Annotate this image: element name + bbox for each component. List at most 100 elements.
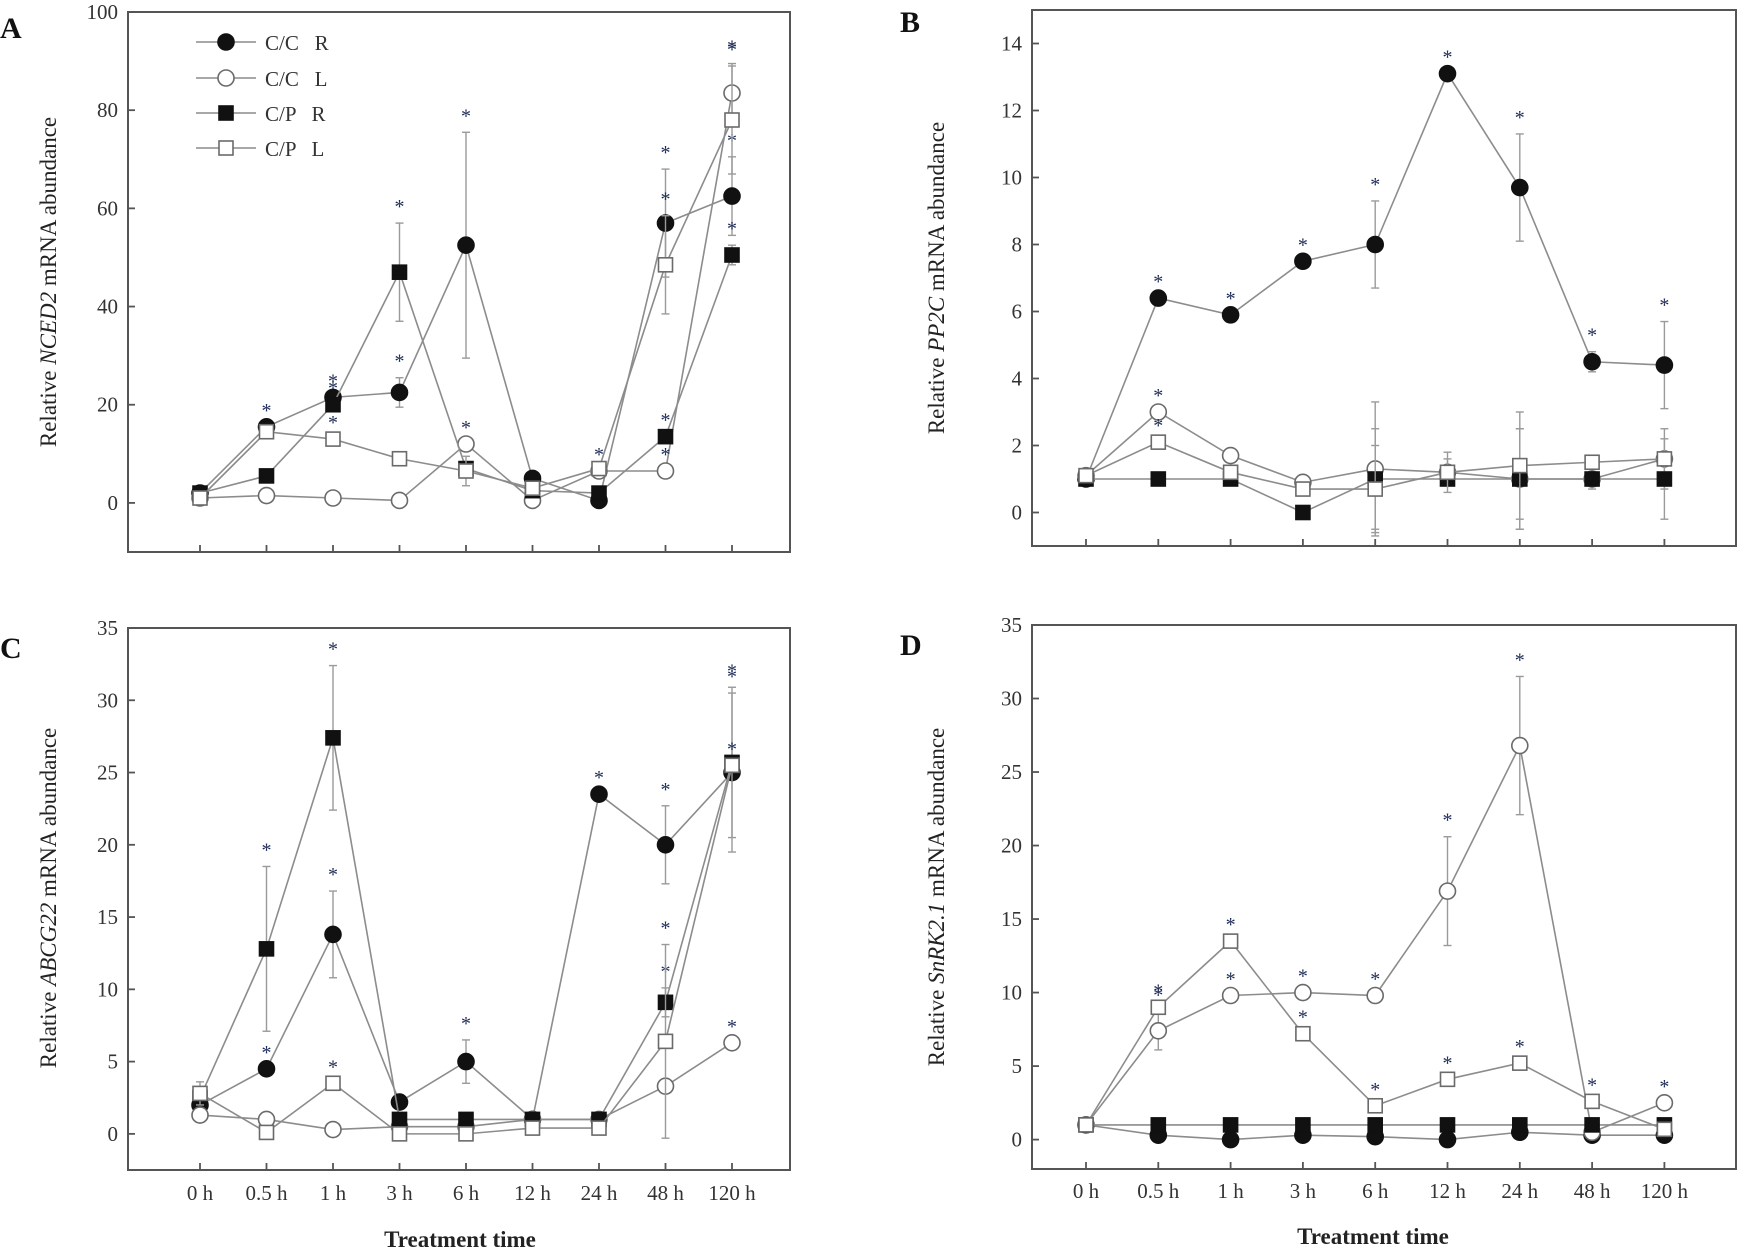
significance-star-c-c-c-l-8: * <box>727 1016 737 1038</box>
x-tick-label-d-1: 0.5 h <box>1137 1179 1180 1203</box>
y-tick-label-d-5: 25 <box>1001 760 1022 784</box>
point-b-c-c-l-2 <box>1221 446 1240 465</box>
significance-star-c-c-p-l-8: * <box>727 738 737 760</box>
y-tick-label-b-1: 2 <box>1012 434 1023 458</box>
significance-star-c-c-c-r-2: * <box>328 864 338 886</box>
significance-star-a-c-c-l-6: * <box>594 444 604 466</box>
significance-star-b-c-c-r-7: * <box>1587 325 1597 347</box>
y-tick-label-b-5: 10 <box>1001 166 1022 190</box>
significance-star-d-c-p-l-2: * <box>1226 914 1236 936</box>
point-b-c-c-r-4 <box>1366 235 1384 254</box>
point-c-c-p-l-6 <box>591 1120 607 1136</box>
point-b-c-p-r-1 <box>1150 471 1167 487</box>
point-d-c-p-l-1 <box>1150 999 1167 1016</box>
y-tick-label-a-3: 60 <box>97 196 118 220</box>
point-c-c-p-l-2 <box>325 1075 341 1092</box>
point-d-c-p-l-6 <box>1512 1055 1528 1071</box>
significance-star-c-c-c-r-6: * <box>594 767 604 789</box>
y-tick-label-c-3: 15 <box>97 905 118 929</box>
point-c-c-p-r-4 <box>458 1111 474 1128</box>
point-c-c-c-l-8 <box>723 1034 741 1052</box>
y-axis-title-a: Relative NCED2 mRNA abundance <box>36 117 61 447</box>
point-b-c-p-l-0 <box>1078 467 1094 484</box>
y-tick-label-d-0: 0 <box>1012 1128 1023 1152</box>
series-line-d-c-c-l <box>1085 743 1665 1134</box>
legend-item-cp-r: C/P R <box>196 102 326 126</box>
point-b-c-c-r-5 <box>1438 64 1457 83</box>
point-d-c-c-r-2 <box>1221 1130 1240 1149</box>
significance-star-c-c-p-r-8: * <box>727 660 737 682</box>
panel-c: C Relative ABCG22 mRNA abundance Treatme… <box>0 616 791 1251</box>
series-d-c-c-l: ** * **** <box>1077 649 1674 1142</box>
plot-frame-d <box>1031 624 1737 1170</box>
y-tick-label-d-3: 15 <box>1001 907 1022 931</box>
significance-star-d-c-p-l-4: * <box>1370 1079 1380 1101</box>
y-tick-label-d-1: 5 <box>1012 1054 1023 1078</box>
y-tick-label-c-1: 5 <box>108 1050 119 1074</box>
x-tick-label-d-0: 0 h <box>1073 1179 1100 1203</box>
y-tick-label-a-1: 20 <box>97 393 118 417</box>
significance-star-a-c-c-r-1: * <box>262 400 272 422</box>
point-a-c-c-l-1 <box>257 486 276 505</box>
point-a-c-p-r-3 <box>391 264 408 280</box>
significance-star-c-c-p-r-1: * <box>262 839 272 861</box>
point-c-c-c-r-6 <box>590 785 608 804</box>
plot-frame-a <box>127 11 791 553</box>
legend-label-cp-r: C/P R <box>265 102 326 126</box>
significance-star-b-c-c-r-5: * <box>1443 47 1453 69</box>
significance-star-b-c-c-r-4: * <box>1370 174 1380 196</box>
significance-star-a-c-p-l-8: * <box>727 39 737 61</box>
point-a-c-p-r-7 <box>657 428 674 445</box>
significance-star-c-c-c-r-4: * <box>461 1013 471 1035</box>
point-b-c-p-l-5 <box>1439 464 1456 481</box>
point-c-c-c-r-4 <box>457 1052 475 1071</box>
point-d-c-c-l-8 <box>1655 1094 1674 1112</box>
point-d-c-p-l-2 <box>1222 933 1239 949</box>
point-a-c-c-r-4 <box>457 236 475 254</box>
y-tick-label-d-6: 30 <box>1001 687 1022 711</box>
significance-star-b-c-p-l-1: * <box>1153 415 1163 437</box>
x-tick-label-d-8: 120 h <box>1641 1179 1689 1203</box>
point-a-c-p-r-1 <box>258 468 275 484</box>
panel-a: A Relative NCED2 mRNA abundance C/C R C/… <box>0 0 791 553</box>
y-tick-label-c-7: 35 <box>97 616 118 640</box>
legend-label-cp-l: C/P L <box>265 137 324 161</box>
legend-label-cc-r: C/C R <box>265 31 329 55</box>
significance-star-d-c-c-l-3: * <box>1298 966 1308 988</box>
significance-star-d-c-c-l-5: * <box>1443 810 1453 832</box>
x-axis-title-d: Treatment time <box>1297 1224 1449 1249</box>
x-tick-label-c-4: 6 h <box>453 1181 480 1205</box>
series-c-c-p-l: * * * <box>192 738 740 1142</box>
point-a-c-p-l-1 <box>258 423 275 440</box>
point-c-c-c-l-0 <box>191 1106 209 1124</box>
x-tick-label-c-6: 24 h <box>581 1181 618 1205</box>
series-c-c-c-r: * * * * * * <box>191 666 741 1129</box>
point-b-c-c-r-8 <box>1655 356 1674 374</box>
y-tick-label-c-5: 25 <box>97 761 118 785</box>
significance-star-a-c-c-r-2: * <box>328 370 338 392</box>
point-a-c-c-r-8 <box>723 187 741 205</box>
legend-marker-cc-r <box>217 33 235 51</box>
y-tick-label-b-0: 0 <box>1012 501 1023 525</box>
y-tick-label-b-3: 6 <box>1012 300 1023 324</box>
legend-label-cc-l: C/C L <box>265 67 327 91</box>
point-c-c-c-r-7 <box>656 835 675 854</box>
significance-star-c-c-p-l-7: * <box>661 918 671 940</box>
y-tick-label-a-2: 40 <box>97 295 118 319</box>
point-d-c-p-l-8 <box>1656 1121 1673 1138</box>
significance-star-d-c-p-l-6: * <box>1515 1036 1525 1058</box>
point-a-c-p-r-6 <box>591 485 607 501</box>
point-d-c-p-r-3 <box>1295 1117 1311 1133</box>
series-b-c-c-r: * * * * * * * * <box>1077 47 1674 488</box>
significance-star-d-c-p-l-3: * <box>1298 1007 1308 1029</box>
point-b-c-c-r-6 <box>1511 178 1529 197</box>
y-tick-label-d-2: 10 <box>1001 981 1022 1005</box>
plot-frame-c <box>127 627 791 1171</box>
significance-star-c-c-p-l-2: * <box>328 1056 338 1078</box>
y-tick-label-c-0: 0 <box>108 1122 119 1146</box>
series-d-c-p-r <box>1078 1117 1673 1133</box>
series-b-c-p-l: * <box>1078 411 1673 534</box>
point-a-c-p-l-8 <box>724 112 740 128</box>
y-axis-title-b: Relative PP2C mRNA abundance <box>924 122 949 434</box>
